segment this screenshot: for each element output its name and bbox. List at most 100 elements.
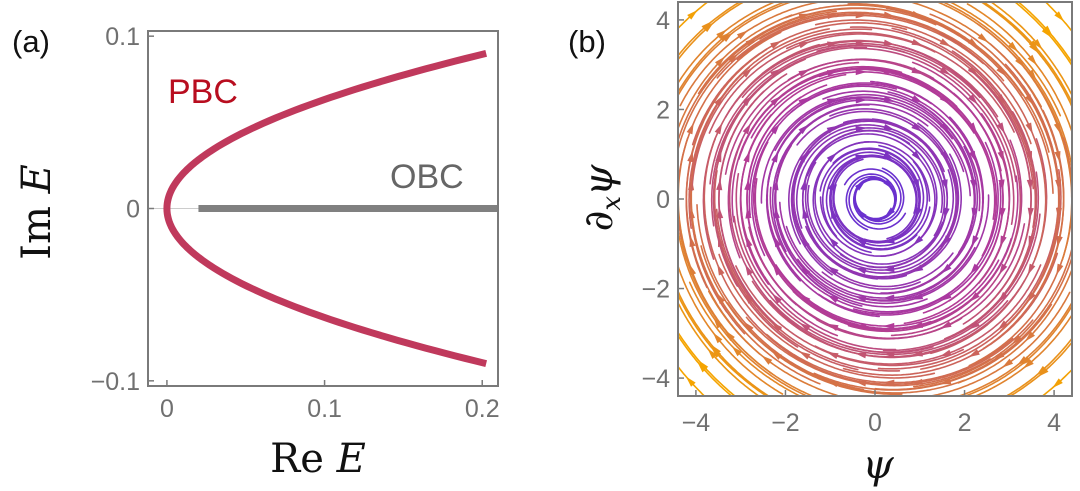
streamline-arrow	[717, 264, 725, 276]
streamline-arrow	[970, 263, 980, 275]
streamline-arrow	[731, 346, 742, 357]
streamline-arrow	[742, 123, 751, 135]
streamline-arrow	[687, 150, 694, 163]
streamline-arrow	[1024, 331, 1036, 342]
streamline-arrow	[855, 267, 867, 275]
streamline-arrow	[970, 179, 977, 191]
streamline-arrow	[744, 292, 754, 304]
streamline-arrow	[800, 265, 811, 276]
streamline-arrow	[1027, 69, 1037, 81]
x-tick-label: 2	[958, 409, 972, 437]
streamline-arrow	[883, 11, 896, 18]
streamline-arrow	[911, 122, 923, 132]
streamline-arrow	[772, 293, 782, 304]
streamline-arrow	[1027, 54, 1037, 66]
streamline-arrow	[939, 66, 951, 76]
streamline-arrow	[745, 264, 754, 276]
streamline-arrow	[770, 123, 780, 135]
streamline-arrow	[1056, 263, 1064, 276]
obc-label: OBC	[390, 158, 464, 196]
y-tick-label: 0	[126, 196, 140, 224]
streamline-arrow	[996, 122, 1005, 134]
streamline-arrow	[727, 53, 739, 64]
streamline-arrow	[827, 295, 839, 303]
streamline-arrow	[911, 293, 924, 300]
streamline-arrow	[968, 320, 980, 330]
streamline-arrow	[799, 322, 811, 332]
streamline-arrow	[687, 9, 698, 20]
streamline-arrow	[1011, 334, 1023, 345]
x-tick-label: −2	[771, 409, 800, 437]
streamline-arrow	[1002, 358, 1014, 368]
streamline-arrow	[998, 179, 1005, 191]
streamline-arrow	[1026, 179, 1033, 191]
streamline-arrow	[1020, 356, 1031, 366]
streamline-arrow	[713, 317, 723, 329]
streamline-arrow	[799, 294, 811, 304]
streamline-arrow	[707, 348, 718, 359]
streamline-arrow	[996, 94, 1006, 106]
streamline-arrow	[725, 330, 735, 342]
panel-a-series	[163, 50, 498, 367]
streamline-arrow	[716, 29, 727, 39]
streamline-arrow	[911, 150, 922, 162]
streamline-arrow	[1052, 378, 1063, 389]
streamline-arrow	[799, 151, 808, 163]
streamline-arrow	[744, 178, 751, 191]
streamline-arrow	[968, 349, 980, 358]
streamline-arrow	[826, 152, 838, 163]
streamline-arrow	[711, 347, 722, 358]
streamline-arrow	[997, 320, 1008, 331]
streamline-arrow	[827, 266, 839, 276]
streamline-arrow	[998, 291, 1008, 303]
streamline-arrow	[968, 122, 978, 134]
pbc-curve	[163, 50, 488, 367]
y-tick-label: 0.1	[105, 23, 140, 51]
panel-a: (a) 0 0.1 0.2 0.1 0 −0.1 PBC OBC Re E Im E	[12, 23, 500, 482]
streamline-arrow	[686, 122, 694, 135]
streamline-arrow	[798, 124, 809, 135]
streamline-arrow	[939, 94, 951, 104]
streamline-arrow	[1054, 150, 1061, 163]
streamline-arrow	[770, 40, 782, 49]
streamline-arrow	[798, 41, 811, 49]
x-tick-label: 0	[160, 395, 174, 423]
streamline-arrow	[855, 97, 867, 104]
streamline-arrow	[1036, 365, 1047, 376]
streamline-arrow	[977, 33, 989, 43]
streamline-arrow	[1055, 179, 1062, 191]
streamline-arrow	[714, 95, 724, 107]
panel-b-streamlines	[678, 2, 1072, 396]
panel-b: (b) −4 −2 0 2 4 4 2 0 −2 −4 ψ ∂xψ	[568, 1, 1073, 488]
streamline-arrow	[855, 68, 867, 76]
panel-b-xlabel: ψ	[862, 442, 894, 488]
streamline-arrow	[941, 179, 948, 191]
streamline-arrow	[1008, 41, 1019, 52]
streamline-arrow	[716, 292, 725, 304]
panel-a-label: (a)	[12, 24, 50, 59]
streamline-arrow	[999, 263, 1008, 275]
y-tick-label: 2	[656, 96, 670, 124]
streamline-arrow	[939, 38, 951, 47]
streamline-arrow	[1025, 122, 1033, 134]
streamline-arrow	[997, 150, 1004, 163]
streamline-arrow	[714, 56, 726, 67]
streamline-arrow	[883, 178, 894, 190]
streamline-arrow	[968, 94, 978, 105]
streamline-arrow	[800, 179, 807, 191]
streamline-arrow	[969, 292, 980, 302]
streamline-arrow	[1027, 263, 1036, 276]
streamline-arrow	[698, 360, 709, 371]
streamline-arrow	[911, 350, 923, 357]
streamline-arrow	[1017, 355, 1028, 366]
x-tick-label: 0.1	[307, 395, 342, 423]
x-tick-label: 4	[1047, 409, 1061, 437]
streamline-arrow	[883, 95, 895, 102]
streamline-arrow	[996, 66, 1007, 77]
streamline-arrow	[911, 38, 923, 46]
streamline-arrow	[714, 122, 723, 135]
streamline-arrow	[883, 123, 895, 131]
streamline-arrow	[883, 39, 896, 46]
streamline-arrow	[1026, 150, 1032, 163]
